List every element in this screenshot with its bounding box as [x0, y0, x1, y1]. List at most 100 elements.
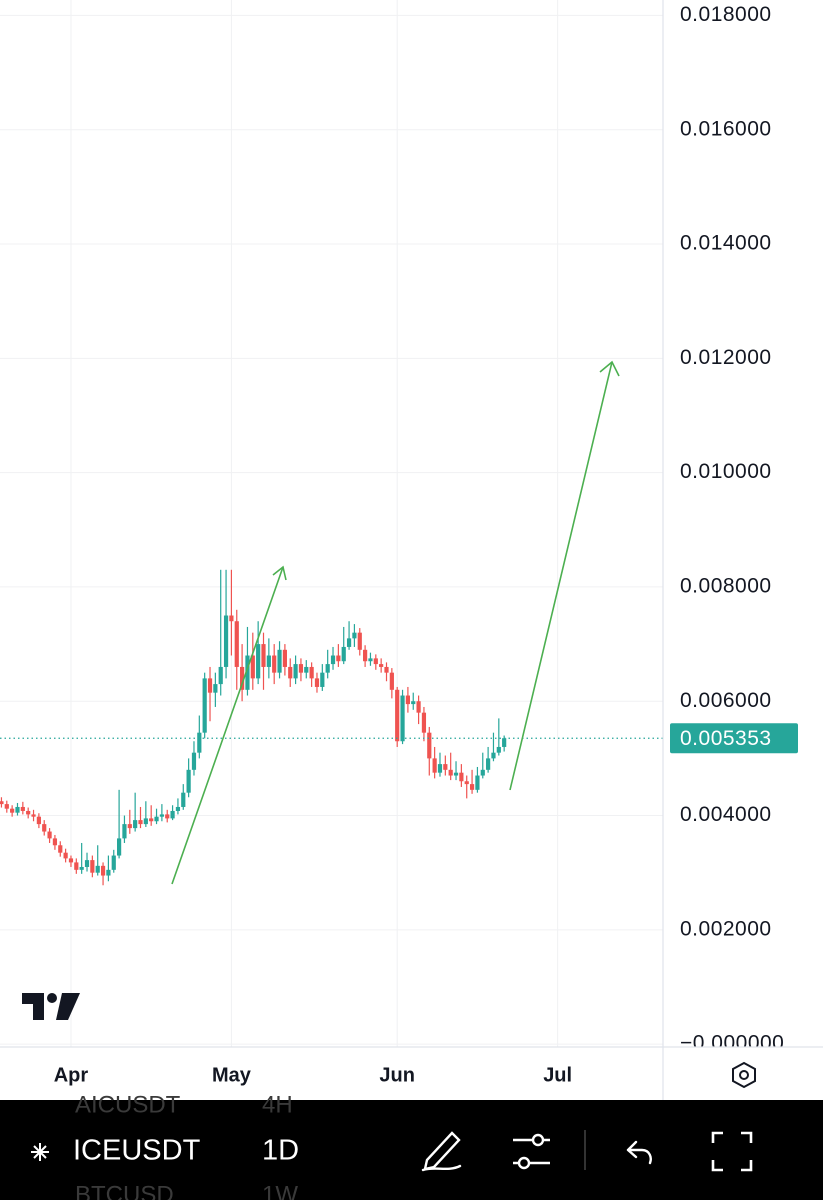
- settings-button[interactable]: [513, 1133, 550, 1170]
- candle-body: [400, 695, 405, 742]
- candle-body: [496, 746, 501, 753]
- arrow: [171, 566, 284, 885]
- prev-interval: 4H: [262, 1091, 293, 1118]
- candle-body: [42, 824, 47, 832]
- candle-body: [90, 860, 95, 873]
- candle-body: [352, 632, 357, 639]
- candle-body: [486, 758, 491, 770]
- candle-body: [20, 806, 25, 811]
- candle-body: [191, 752, 197, 770]
- candle-body: [240, 666, 245, 690]
- x-tick-label: Apr: [54, 1064, 89, 1086]
- candle-body: [464, 781, 469, 785]
- candle-body: [127, 824, 132, 829]
- candle-body: [256, 644, 261, 679]
- candle-body: [416, 701, 421, 713]
- candle-body: [432, 758, 437, 773]
- y-tick-label: 0.010000: [680, 460, 772, 483]
- candle-body: [100, 865, 106, 876]
- y-tick-label: 0.016000: [680, 117, 772, 140]
- arrow-head: [599, 360, 620, 377]
- y-tick-label: 0.006000: [680, 689, 772, 712]
- candle-body: [336, 655, 341, 662]
- candle-body: [298, 664, 304, 673]
- candle-body: [325, 664, 330, 673]
- candle-body: [384, 666, 389, 673]
- candle-body: [15, 806, 20, 813]
- candle-body: [389, 672, 394, 690]
- candle-body: [106, 869, 111, 876]
- next-symbol: BTCUSD: [75, 1181, 174, 1200]
- x-tick-label: May: [212, 1064, 252, 1086]
- candle-body: [170, 810, 175, 819]
- symbol[interactable]: ICEUSDT: [73, 1135, 201, 1167]
- candle-body: [31, 814, 36, 817]
- symbol-icon: [31, 1143, 49, 1161]
- candle-body: [52, 838, 58, 846]
- arrow-head: [272, 565, 287, 581]
- candle-body: [175, 806, 181, 811]
- candle-body: [475, 775, 480, 790]
- fullscreen-button[interactable]: [711, 1131, 753, 1172]
- candle-body: [63, 852, 68, 859]
- y-tick-label: 0.014000: [680, 232, 772, 255]
- interval[interactable]: 1D: [262, 1135, 299, 1167]
- candle-body: [448, 769, 453, 776]
- candle-body: [437, 764, 443, 773]
- arrow: [509, 361, 613, 791]
- candle-body: [379, 664, 384, 667]
- candle-body: [74, 862, 79, 870]
- candle-body: [4, 804, 9, 809]
- next-interval: 1W: [262, 1181, 298, 1200]
- gear-center: [739, 1070, 749, 1080]
- candle-body: [154, 816, 159, 822]
- candle-body: [363, 649, 368, 662]
- candle-body: [443, 764, 448, 770]
- candle-body: [405, 695, 410, 705]
- candle-body: [165, 814, 170, 819]
- prev-symbol: AICUSDT: [75, 1091, 181, 1118]
- candle-body: [368, 658, 373, 662]
- y-tick-label: 0.012000: [680, 346, 772, 369]
- trend-arrows: [171, 360, 620, 885]
- candle-body: [181, 792, 186, 807]
- candle-body: [421, 712, 427, 733]
- draw-button[interactable]: [421, 1131, 462, 1172]
- candle-body: [223, 615, 229, 667]
- y-tick-label: 0.004000: [680, 803, 772, 826]
- candle-body: [373, 658, 378, 665]
- candle-body: [0, 801, 4, 805]
- candle-body: [138, 820, 143, 825]
- gear-outline: [732, 1061, 756, 1089]
- y-tick-label: 0.018000: [680, 3, 772, 26]
- candle-body: [266, 655, 271, 667]
- candle-body: [117, 838, 122, 856]
- last-price-box: [670, 723, 798, 754]
- logo: [22, 993, 80, 1020]
- candle-body: [197, 732, 202, 753]
- candle-body: [453, 772, 459, 776]
- candle-body: [95, 865, 100, 873]
- candle-body: [36, 816, 41, 825]
- candle-body: [186, 769, 191, 793]
- candle-body: [288, 666, 293, 679]
- candle-body: [330, 655, 336, 665]
- candle-body: [84, 860, 90, 867]
- chart-settings-button[interactable]: [732, 1061, 756, 1089]
- candle-body: [469, 784, 475, 790]
- candle-body: [79, 866, 84, 870]
- candle-body: [427, 732, 432, 759]
- candle-body: [111, 855, 116, 870]
- candle-body: [357, 632, 362, 650]
- candle-body: [459, 772, 464, 782]
- candle-body: [218, 666, 223, 685]
- candle-body: [320, 672, 325, 687]
- candle-body: [293, 664, 298, 679]
- candle-body: [213, 684, 218, 693]
- undo-button[interactable]: [626, 1140, 652, 1165]
- toolbar: [0, 1100, 823, 1200]
- candle-body: [261, 644, 266, 667]
- time-axis-bg: [0, 1047, 823, 1100]
- candle-body: [122, 824, 127, 839]
